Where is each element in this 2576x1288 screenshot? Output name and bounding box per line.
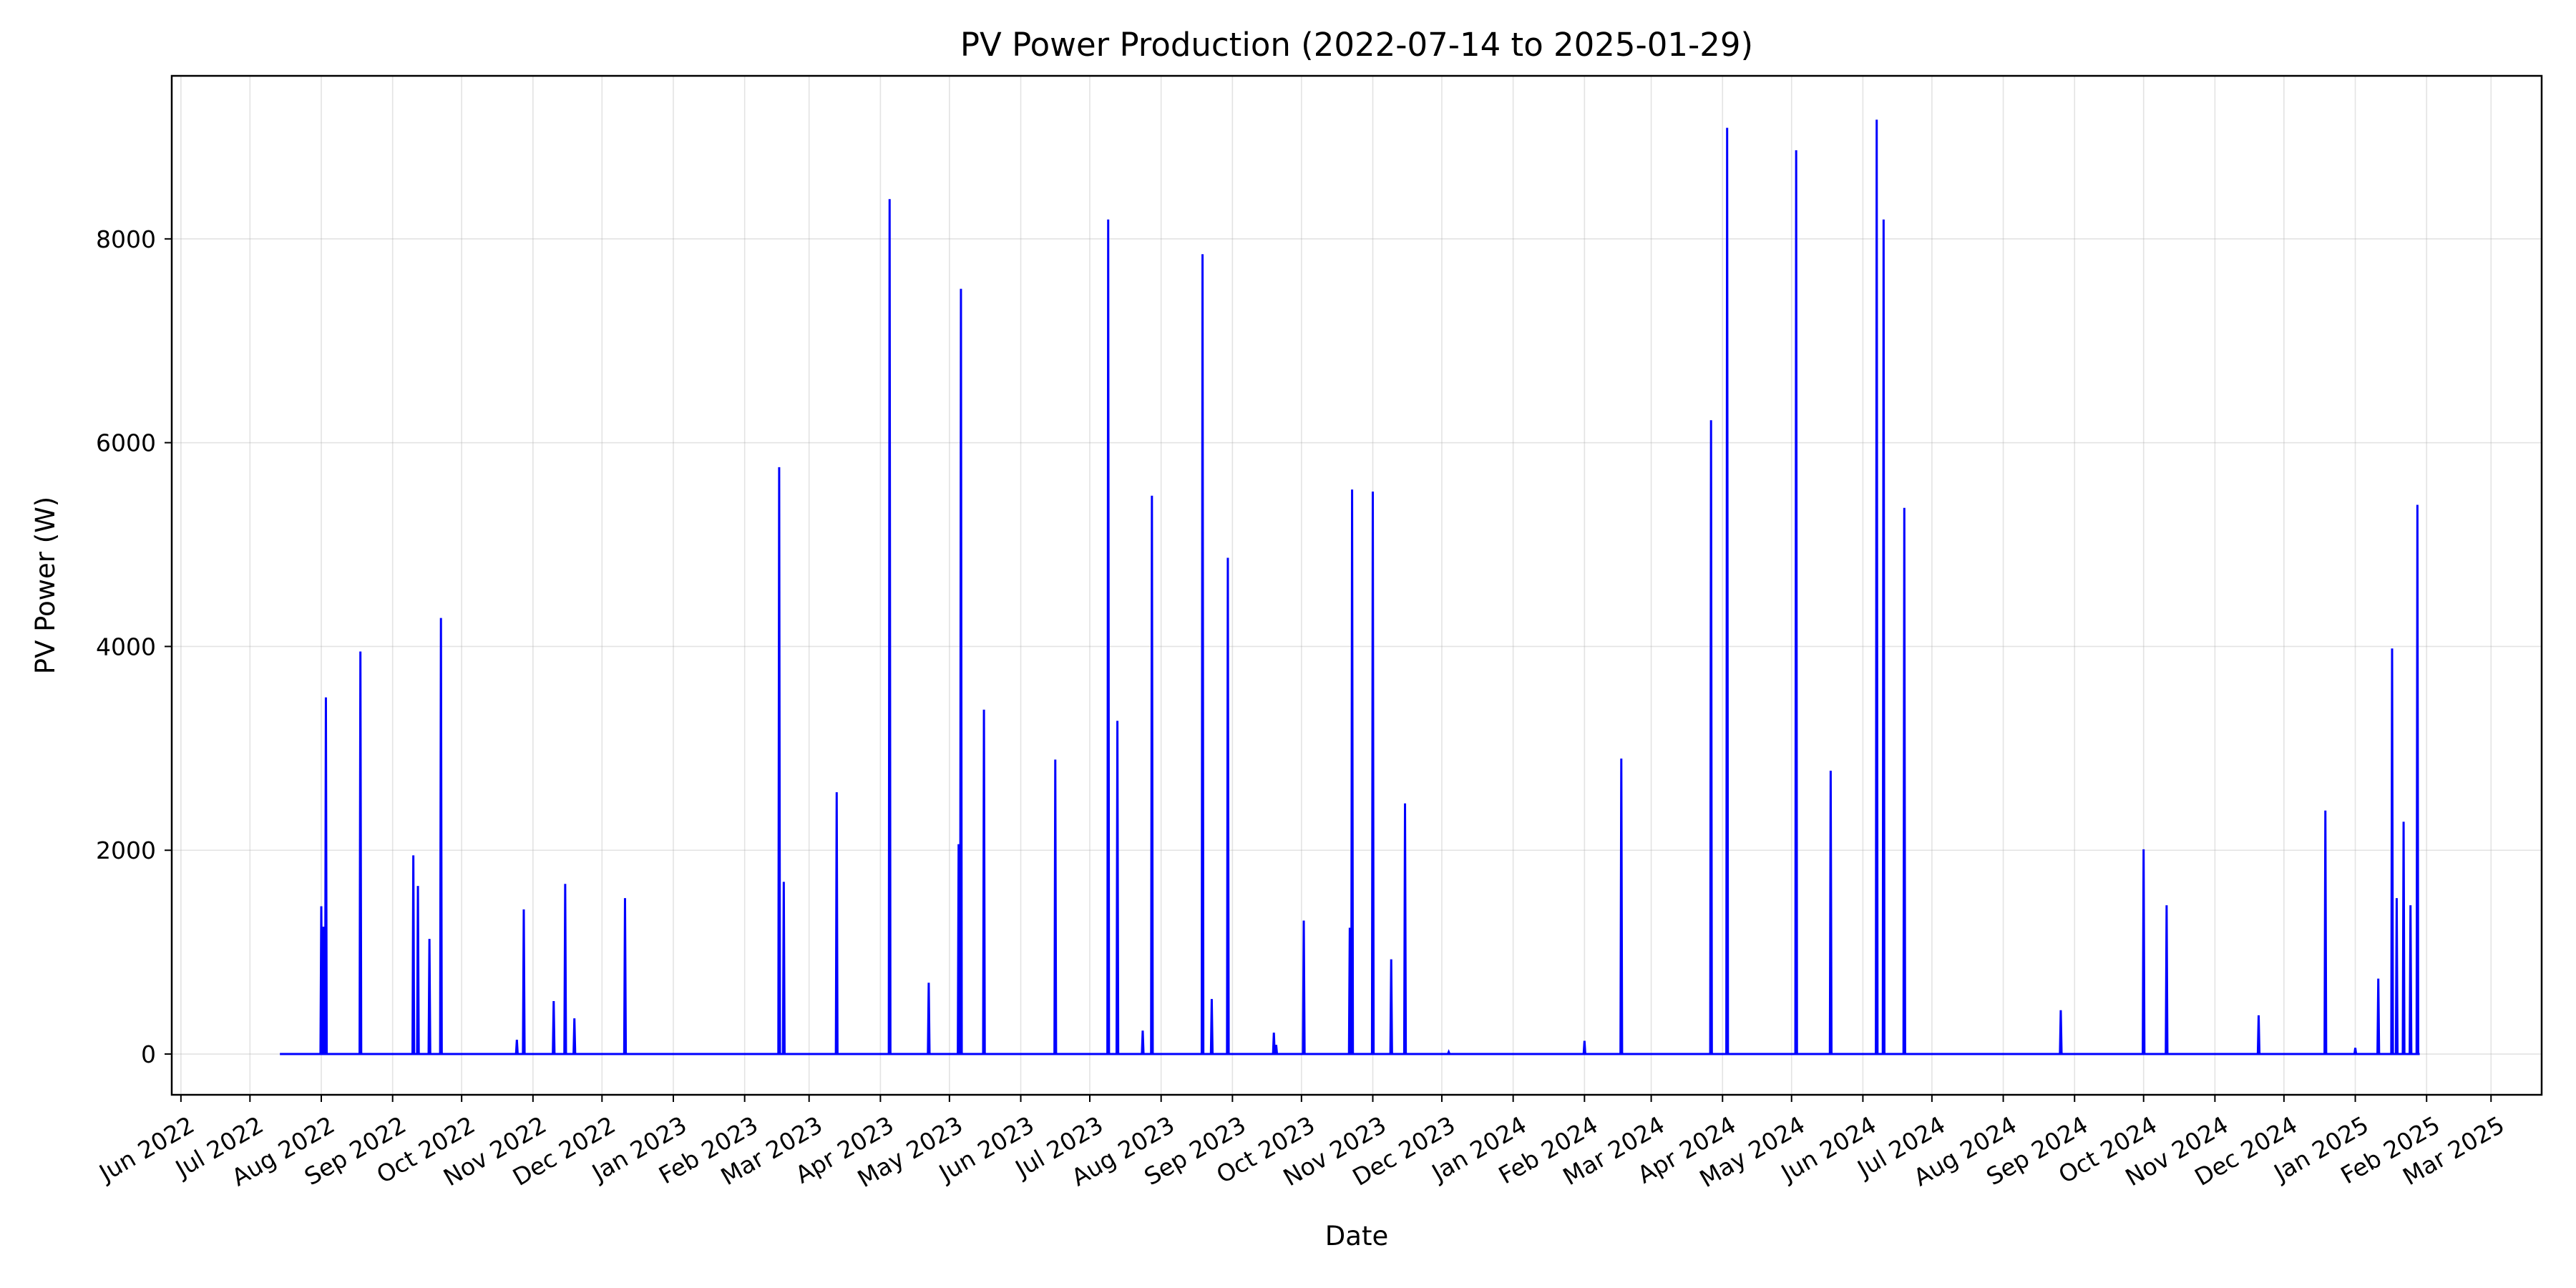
y-tick-label-4000: 4000	[96, 633, 156, 660]
plot-area-frame	[170, 74, 2543, 1096]
y-tick-label-0: 0	[141, 1040, 156, 1068]
y-tick-label-8000: 8000	[96, 225, 156, 253]
chart-title: PV Power Production (2022-07-14 to 2025-…	[960, 26, 1753, 64]
y-tick-label-2000: 2000	[96, 836, 156, 864]
y-axis: 0 2000 4000 6000 8000	[96, 225, 172, 1068]
series-pv-power	[280, 119, 2420, 1055]
series-line-0	[280, 119, 2420, 1055]
x-axis-title: Date	[1325, 1221, 1388, 1252]
y-axis-title: PV Power (W)	[30, 497, 61, 674]
y-tick-label-6000: 6000	[96, 429, 156, 457]
